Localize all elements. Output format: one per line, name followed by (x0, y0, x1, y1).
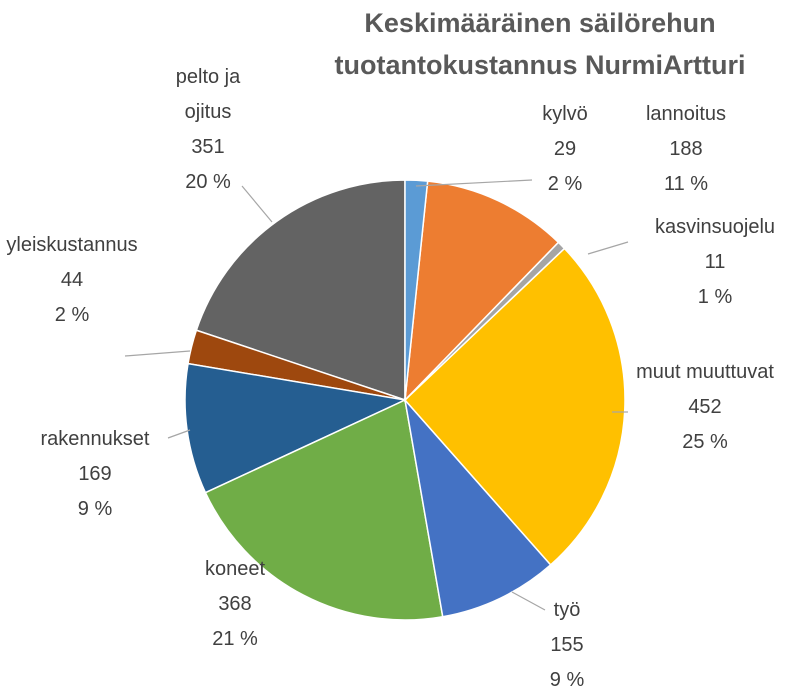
pie-slice (403, 397, 552, 618)
percent-label: 25 % (682, 431, 728, 453)
pie-slice (184, 362, 408, 494)
chart-title: Keskimääräinen säilörehun tuotantokustan… (334, 8, 746, 80)
percent-label: 21 % (212, 628, 258, 650)
value-label: 368 (218, 593, 252, 615)
data-label: muut muuttuvat 452 25 % (630, 355, 780, 460)
pie-slice (404, 179, 429, 401)
percent-label: 9 % (77, 498, 113, 520)
value-label: 29 (553, 138, 577, 160)
percent-label: 9 % (549, 669, 585, 691)
category-label: työ (553, 599, 581, 621)
leader-lines (124, 179, 629, 611)
data-label: rakennukset 169 9 % (25, 422, 165, 527)
category-label: kasvinsuojelu (654, 216, 776, 238)
pie-slice (403, 247, 626, 566)
percent-label: 1 % (697, 286, 733, 308)
category-label: lannoitus (645, 103, 727, 125)
value-label: 11 (704, 251, 726, 273)
data-label: koneet 368 21 % (185, 552, 285, 657)
value-label: 188 (669, 138, 703, 160)
value-label: 155 (550, 634, 584, 656)
category-label: yleiskustannus (6, 234, 138, 256)
pie-slice (404, 180, 560, 403)
percent-label: 20 % (185, 171, 231, 193)
value-label: 169 (78, 463, 112, 485)
value-label: 351 (191, 136, 225, 158)
data-label: kasvinsuojelu 11 1 % (645, 210, 785, 315)
value-label: 44 (60, 269, 84, 291)
pie-slice (195, 179, 406, 402)
category-label: muut muuttuvat (636, 361, 774, 383)
percent-label: 2 % (547, 173, 583, 195)
data-label: kylvö 29 2 % (525, 97, 605, 202)
value-label: 452 (688, 396, 722, 418)
data-label: työ 155 9 % (537, 593, 597, 694)
category-label: pelto ja ojitus (175, 66, 241, 123)
category-label: kylvö (542, 103, 588, 125)
data-label: pelto ja ojitus 351 20 % (158, 60, 258, 200)
data-label: lannoitus 188 11 % (631, 97, 741, 202)
pie-slice (204, 398, 444, 621)
percent-label: 11 % (663, 173, 709, 195)
percent-label: 2 % (54, 304, 90, 326)
category-label: rakennukset (40, 428, 150, 450)
data-label: yleiskustannus 44 2 % (2, 228, 142, 333)
category-label: koneet (204, 558, 266, 580)
